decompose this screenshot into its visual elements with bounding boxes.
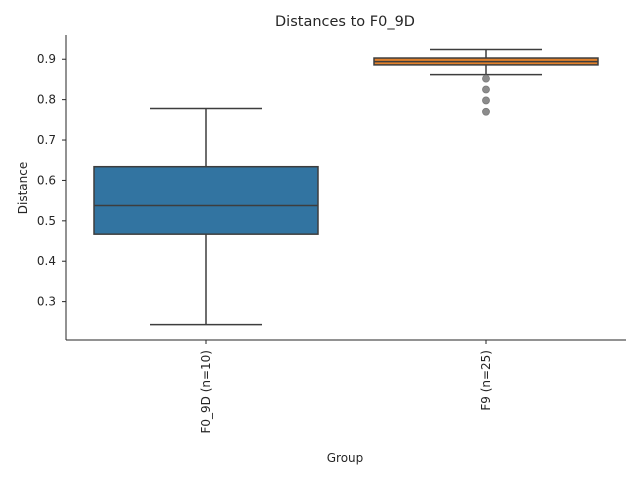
outlier-point [482,85,490,94]
y-tick-label: 0.3 [37,295,56,309]
y-tick-label: 0.9 [37,52,56,66]
y-tick-label: 0.6 [37,173,56,187]
y-tick-label: 0.7 [37,133,56,147]
box-group [93,107,319,326]
x-tick-label: F9 (n=25) [479,350,493,411]
y-tick-label: 0.5 [37,214,56,228]
x-tick-label: F0_9D (n=10) [199,350,213,434]
box-group [373,48,599,116]
chart-title: Distances to F0_9D [275,14,415,30]
outlier-point [482,74,490,83]
y-tick-label: 0.8 [37,93,56,107]
boxes-layer [93,48,599,326]
x-axis-label: Group [327,451,364,465]
y-axis-label: Distance [16,162,30,214]
outlier-point [482,107,490,116]
y-tick-label: 0.4 [37,254,56,268]
x-ticks: F0_9D (n=10) F9 (n=25) [199,340,493,434]
box-body [93,165,319,235]
y-ticks: 0.3 0.4 0.5 0.6 0.7 0.8 0.9 [37,52,66,309]
outlier-point [482,96,490,105]
